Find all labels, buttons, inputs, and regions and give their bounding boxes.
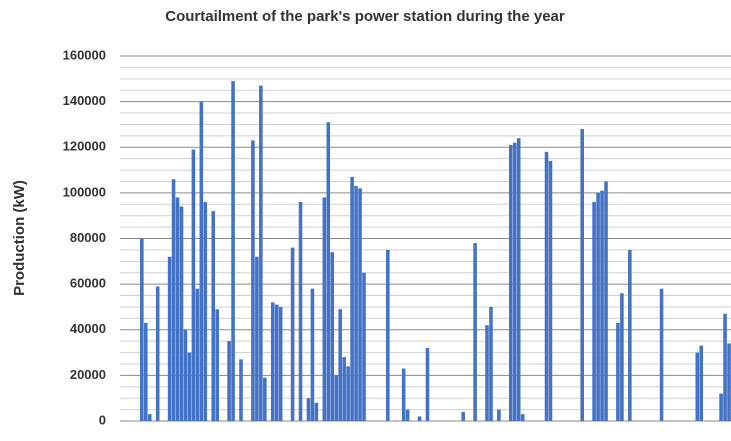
bar xyxy=(548,160,553,421)
bar xyxy=(227,341,231,421)
bar xyxy=(263,377,267,421)
bar xyxy=(255,256,259,421)
bar xyxy=(179,206,184,421)
y-tick-label: 140000 xyxy=(63,93,106,108)
bar xyxy=(405,409,410,421)
bar xyxy=(520,414,525,421)
y-tick-label: 120000 xyxy=(63,139,106,154)
bar xyxy=(191,149,196,421)
bar xyxy=(298,202,303,421)
bar xyxy=(350,176,354,421)
bar xyxy=(326,122,331,421)
bar xyxy=(497,409,501,421)
bar xyxy=(270,302,275,421)
bar xyxy=(358,188,362,421)
bar xyxy=(461,411,465,421)
bar xyxy=(659,288,664,421)
bar xyxy=(699,345,704,421)
bar xyxy=(187,352,192,421)
y-tick-label: 0 xyxy=(99,412,106,427)
bar xyxy=(401,368,406,421)
bar xyxy=(473,243,477,421)
bar xyxy=(195,288,200,421)
bar xyxy=(231,81,235,421)
bar xyxy=(199,101,204,421)
bar xyxy=(509,144,513,421)
bar xyxy=(592,202,596,421)
bar xyxy=(140,238,144,421)
bar xyxy=(314,402,319,421)
bar xyxy=(290,247,295,421)
bar xyxy=(330,252,335,421)
bar xyxy=(362,272,366,421)
bar xyxy=(425,348,430,421)
y-tick-label: 60000 xyxy=(70,276,106,291)
bar xyxy=(620,293,624,421)
bar xyxy=(278,306,283,421)
bar xyxy=(580,129,585,421)
y-tick-label: 80000 xyxy=(70,230,106,245)
bar xyxy=(628,249,632,421)
bar xyxy=(604,181,608,421)
bar xyxy=(695,352,700,421)
bar xyxy=(512,142,517,421)
bar xyxy=(259,85,263,421)
bar xyxy=(719,393,723,421)
bar xyxy=(322,197,327,421)
bar xyxy=(203,202,208,421)
bar xyxy=(489,306,493,421)
bar xyxy=(239,359,243,421)
bar xyxy=(334,375,339,421)
bar xyxy=(175,197,180,421)
bar xyxy=(310,288,315,421)
y-tick-label: 20000 xyxy=(70,367,106,382)
bar xyxy=(338,309,342,421)
bar xyxy=(171,179,176,421)
bar xyxy=(723,313,727,421)
bar xyxy=(616,322,620,421)
bar xyxy=(485,325,489,421)
bar xyxy=(417,416,422,421)
bar xyxy=(386,249,390,421)
bar xyxy=(544,151,549,421)
bar xyxy=(727,343,731,421)
bar xyxy=(306,398,311,421)
y-tick-label: 40000 xyxy=(70,321,106,336)
chart-title: Courtailment of the park's power station… xyxy=(165,8,565,25)
bar xyxy=(144,322,148,421)
bar xyxy=(215,309,219,421)
bar xyxy=(183,329,188,421)
bar xyxy=(147,414,152,421)
bar xyxy=(596,192,600,421)
bar xyxy=(155,286,160,421)
bar xyxy=(516,138,521,421)
bar xyxy=(211,211,216,421)
y-tick-label: 160000 xyxy=(63,47,106,62)
bar xyxy=(251,140,255,421)
bar xyxy=(346,366,350,421)
y-tick-label: 100000 xyxy=(63,184,106,199)
bar xyxy=(600,190,604,421)
bar xyxy=(274,304,279,421)
bar xyxy=(342,357,346,421)
bar xyxy=(354,186,358,421)
y-axis-label: Production (kW) xyxy=(11,180,28,296)
bar xyxy=(167,256,172,421)
